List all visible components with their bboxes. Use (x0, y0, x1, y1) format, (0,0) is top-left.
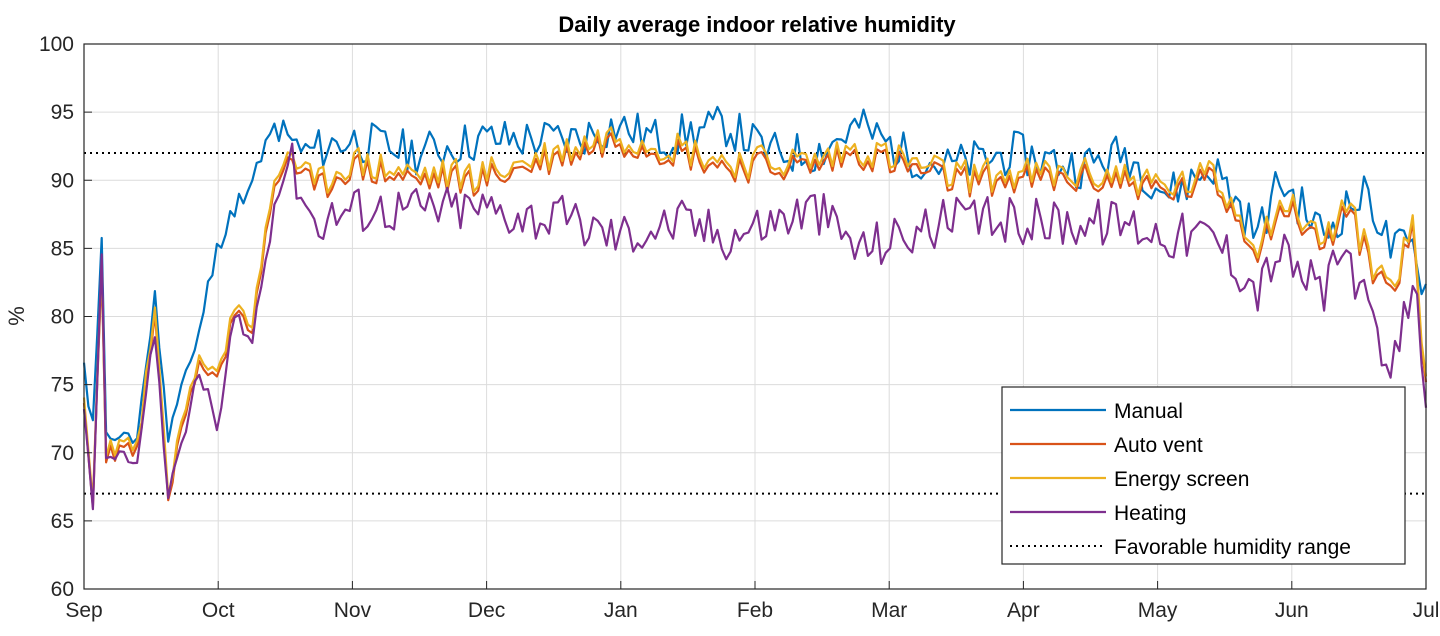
y-tick-label: 70 (51, 442, 74, 465)
y-tick-label: 65 (51, 510, 74, 533)
legend-label: Manual (1114, 400, 1183, 423)
x-tick-label: Jul (1413, 599, 1440, 622)
series-line-auto-vent (82, 132, 1428, 508)
x-tick-labels: Sep Oct Nov Dec Jan Feb Mar Apr May Jun Jul (65, 581, 1439, 622)
y-tick-label: 95 (51, 101, 74, 124)
x-tick-label: Mar (871, 599, 907, 622)
legend-label: Auto vent (1114, 434, 1203, 457)
y-tick-label: 90 (51, 169, 74, 192)
series-line-heating (82, 142, 1428, 511)
y-tick-label: 85 (51, 237, 74, 260)
x-tick-label: Feb (737, 599, 773, 622)
y-tick-label: 100 (39, 33, 74, 56)
x-tick-label: Jun (1275, 599, 1309, 622)
x-tick-label: Sep (65, 599, 102, 622)
x-tick-label: May (1138, 599, 1178, 622)
reference-lines (84, 152, 1426, 495)
x-tick-label: Nov (334, 599, 372, 622)
y-tick-label: 80 (51, 306, 74, 329)
y-axis-label: % (4, 306, 29, 326)
x-tick-label: Jan (604, 599, 638, 622)
x-tick-label: Dec (468, 599, 505, 622)
chart-title: Daily average indoor relative humidity (558, 12, 956, 37)
x-tick-label: Apr (1007, 599, 1040, 622)
y-tick-labels: 60 65 70 75 80 85 90 95 100 (39, 33, 92, 601)
y-tick-label: 75 (51, 374, 74, 397)
x-tick-label: Oct (202, 599, 235, 622)
legend: Manual Auto vent Energy screen Heating Favor… (1001, 386, 1406, 565)
legend-label: Favorable humidity range (1114, 536, 1351, 559)
legend-box (1001, 386, 1406, 565)
series-layer (82, 105, 1428, 511)
series-line-energy-screen (82, 126, 1428, 503)
legend-label: Heating (1114, 502, 1186, 525)
legend-label: Energy screen (1114, 468, 1249, 491)
y-tick-label: 60 (51, 578, 74, 601)
